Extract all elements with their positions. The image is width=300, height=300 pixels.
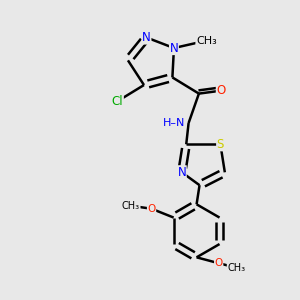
Text: N: N	[142, 31, 151, 44]
Text: H–N: H–N	[163, 118, 186, 128]
Text: CH₃: CH₃	[196, 36, 217, 46]
Text: N: N	[169, 41, 178, 55]
Text: CH₃: CH₃	[122, 201, 140, 211]
Text: Cl: Cl	[112, 95, 123, 108]
Text: CH₃: CH₃	[227, 262, 245, 273]
Text: O: O	[214, 258, 223, 268]
Text: O: O	[147, 204, 156, 214]
Text: O: O	[216, 84, 226, 97]
Text: N: N	[177, 166, 186, 179]
Text: S: S	[217, 138, 224, 151]
